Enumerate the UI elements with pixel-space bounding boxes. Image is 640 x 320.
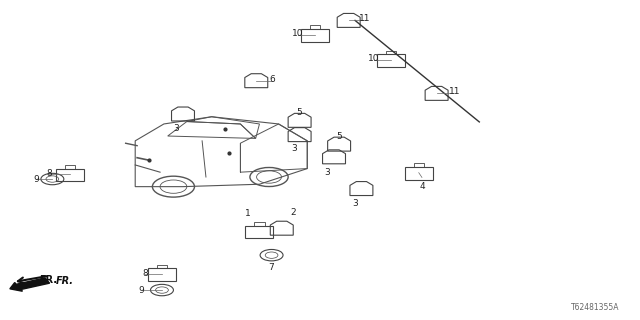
Text: T62481355A: T62481355A bbox=[571, 303, 620, 312]
Text: 11: 11 bbox=[449, 87, 460, 96]
Text: 9: 9 bbox=[33, 175, 39, 184]
Text: FR.: FR. bbox=[56, 276, 74, 286]
Text: 3: 3 bbox=[173, 124, 179, 133]
Text: 6: 6 bbox=[269, 75, 275, 84]
Text: 8: 8 bbox=[142, 269, 148, 278]
Bar bbox=[387, 51, 396, 54]
FancyArrow shape bbox=[10, 278, 49, 291]
Text: 2: 2 bbox=[291, 208, 296, 217]
Text: 10: 10 bbox=[292, 28, 303, 38]
Text: 1: 1 bbox=[245, 209, 251, 219]
Bar bbox=[56, 169, 84, 181]
Bar bbox=[404, 167, 433, 180]
Bar bbox=[254, 222, 264, 226]
Text: 5: 5 bbox=[297, 108, 303, 117]
Text: 10: 10 bbox=[369, 54, 380, 63]
Text: FR.: FR. bbox=[40, 275, 58, 284]
Text: 11: 11 bbox=[359, 14, 371, 23]
Bar bbox=[148, 268, 176, 281]
Bar bbox=[246, 226, 273, 238]
Text: 5: 5 bbox=[336, 132, 342, 141]
Text: 7: 7 bbox=[269, 263, 275, 272]
Bar bbox=[378, 54, 405, 67]
Text: 3: 3 bbox=[352, 199, 358, 208]
Text: 9: 9 bbox=[139, 286, 145, 295]
Text: 4: 4 bbox=[419, 182, 425, 191]
Bar bbox=[310, 25, 320, 29]
Bar bbox=[301, 29, 329, 42]
Bar bbox=[413, 163, 424, 167]
Bar bbox=[157, 265, 167, 268]
Text: 8: 8 bbox=[46, 169, 52, 178]
Bar bbox=[65, 165, 76, 169]
Text: 3: 3 bbox=[324, 168, 330, 177]
Text: 3: 3 bbox=[292, 144, 298, 153]
